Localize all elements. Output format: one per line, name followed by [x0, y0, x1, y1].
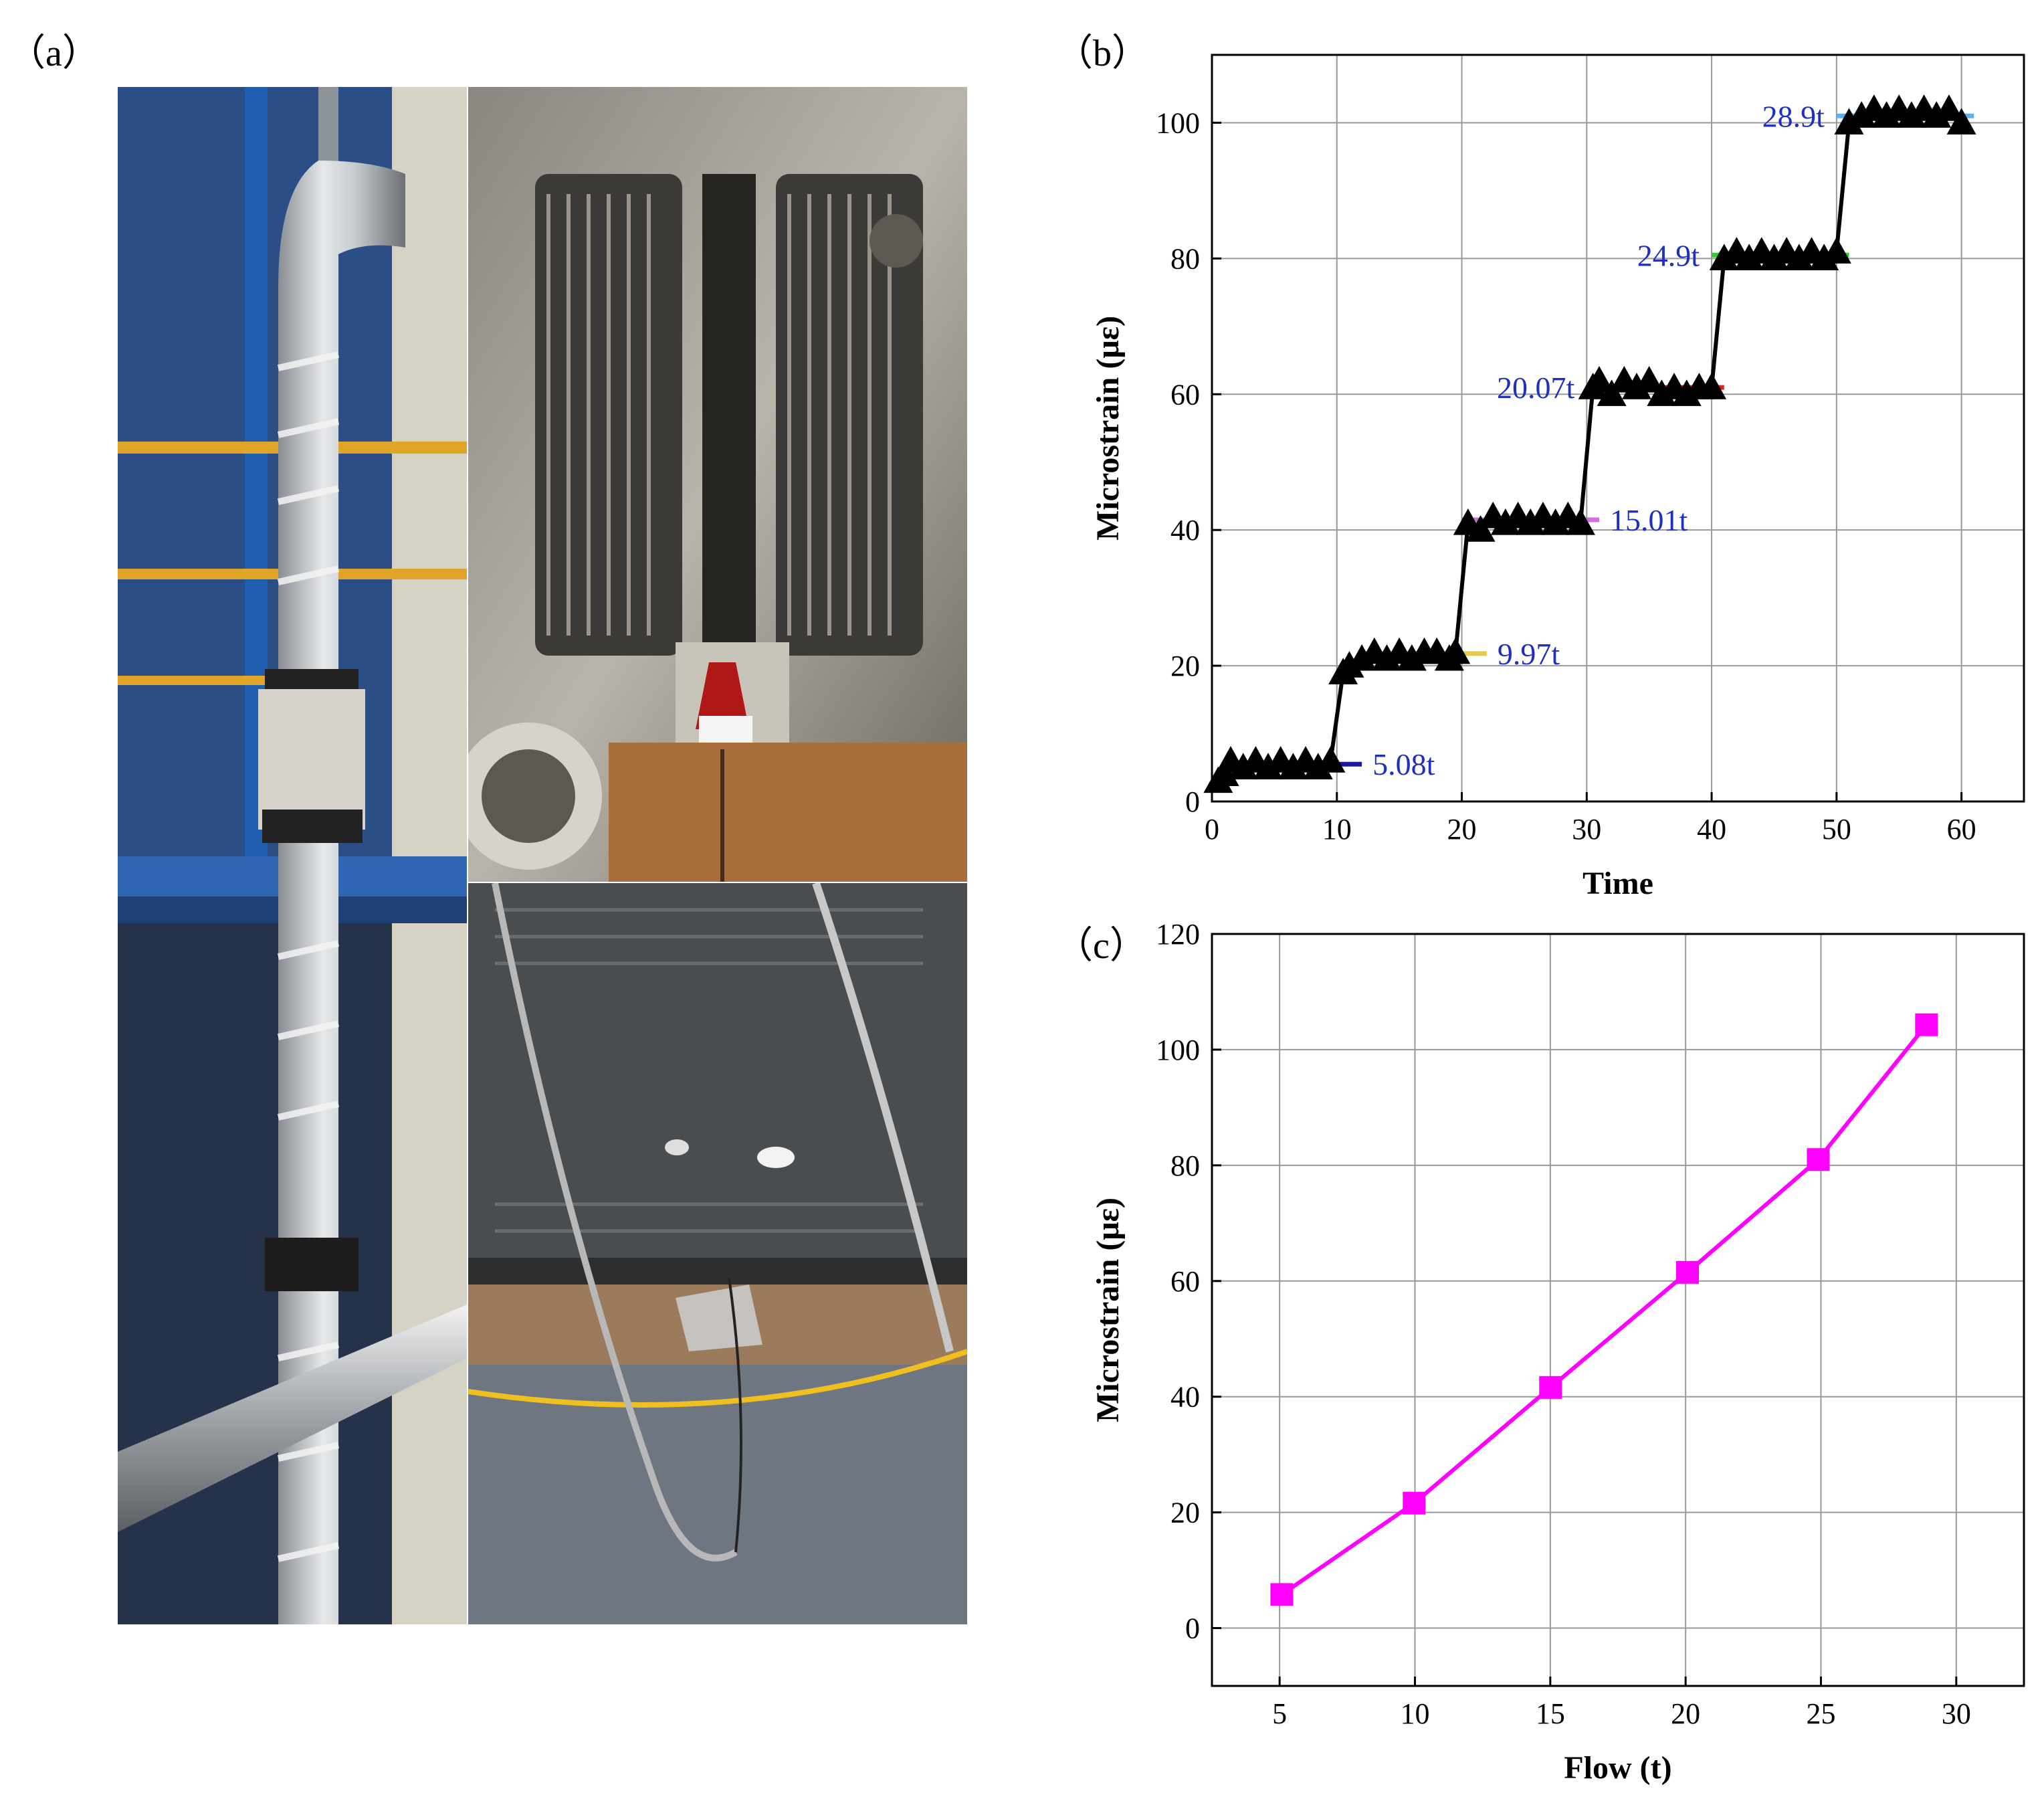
photo-sensor-in-housing — [468, 87, 967, 882]
data-point — [1597, 379, 1627, 406]
x-tick-label: 0 — [1205, 813, 1219, 846]
data-point — [1784, 244, 1814, 270]
chart-b-plot-frame — [1211, 54, 2025, 803]
data-point — [1834, 108, 1864, 135]
data-point — [1734, 244, 1764, 270]
x-tick-label: 30 — [1572, 813, 1601, 846]
data-point — [1809, 244, 1839, 270]
data-point — [1565, 508, 1595, 535]
chart-b-x-axis-label: Time — [1582, 866, 1653, 901]
x-tick-label: 60 — [1947, 813, 1976, 846]
photo-pipeline-test-rig — [118, 87, 467, 1624]
chart-b-y-axis-label: Microstrain (με) — [1090, 316, 1126, 541]
y-tick-label: 0 — [1185, 785, 1200, 818]
x-tick-label: 10 — [1322, 813, 1352, 846]
level-label: 24.9t — [1637, 238, 1700, 272]
data-point — [1441, 637, 1471, 664]
data-point — [1334, 651, 1364, 678]
series-line — [1217, 106, 1963, 783]
data-point — [1540, 508, 1570, 535]
panel-label-c: （c） — [1055, 925, 1147, 967]
data-point — [1847, 101, 1877, 128]
data-point — [1821, 237, 1851, 264]
data-point — [1465, 515, 1496, 542]
data-point — [1709, 244, 1739, 270]
level-label: 20.07t — [1497, 371, 1575, 405]
level-label: 15.01t — [1610, 503, 1688, 537]
y-tick-label: 100 — [1156, 106, 1200, 139]
photo-sensor-with-cable — [468, 883, 967, 1624]
data-point — [1871, 101, 1902, 128]
data-point — [1209, 759, 1239, 787]
panel-label-a: （a） — [8, 33, 100, 74]
data-point — [1397, 644, 1427, 671]
data-point — [1584, 365, 1614, 393]
level-label: 28.9t — [1762, 99, 1825, 133]
x-tick-label: 20 — [1447, 813, 1477, 846]
data-point — [1697, 373, 1727, 399]
level-label: 9.97t — [1498, 637, 1560, 671]
chart-b-grid — [1211, 55, 2024, 802]
y-tick-label: 40 — [1170, 514, 1200, 547]
x-tick-label: 50 — [1822, 813, 1851, 846]
data-point — [1516, 508, 1546, 535]
data-point — [1228, 753, 1258, 779]
y-tick-label: 60 — [1170, 378, 1200, 411]
data-point — [1934, 94, 1964, 121]
panel-label-b: （b） — [1055, 33, 1149, 74]
chart-b-marks: 5.08t 9.97t 15.01t 20.07t 24.9t 28.9t — [1203, 94, 1976, 793]
data-point — [1922, 101, 1952, 128]
y-tick-label: 20 — [1170, 650, 1200, 682]
chart-b-ticks: 0 10 20 30 40 50 60 0 20 40 60 80 100 — [1156, 106, 1976, 846]
data-point — [1946, 108, 1976, 135]
data-point — [1622, 373, 1652, 399]
data-point — [1490, 508, 1520, 535]
data-point — [1253, 753, 1284, 779]
data-point — [1278, 753, 1308, 779]
data-point — [1647, 379, 1677, 406]
x-tick-label: 40 — [1697, 813, 1726, 846]
data-point — [1896, 101, 1926, 128]
y-tick-label: 80 — [1170, 242, 1200, 275]
data-point — [1634, 365, 1664, 393]
data-point — [1671, 379, 1702, 406]
data-point — [1759, 244, 1789, 270]
data-point — [1316, 746, 1346, 773]
data-point — [1347, 644, 1377, 671]
data-point — [1372, 644, 1402, 671]
data-point — [1303, 753, 1333, 779]
level-label: 5.08t — [1372, 747, 1435, 781]
